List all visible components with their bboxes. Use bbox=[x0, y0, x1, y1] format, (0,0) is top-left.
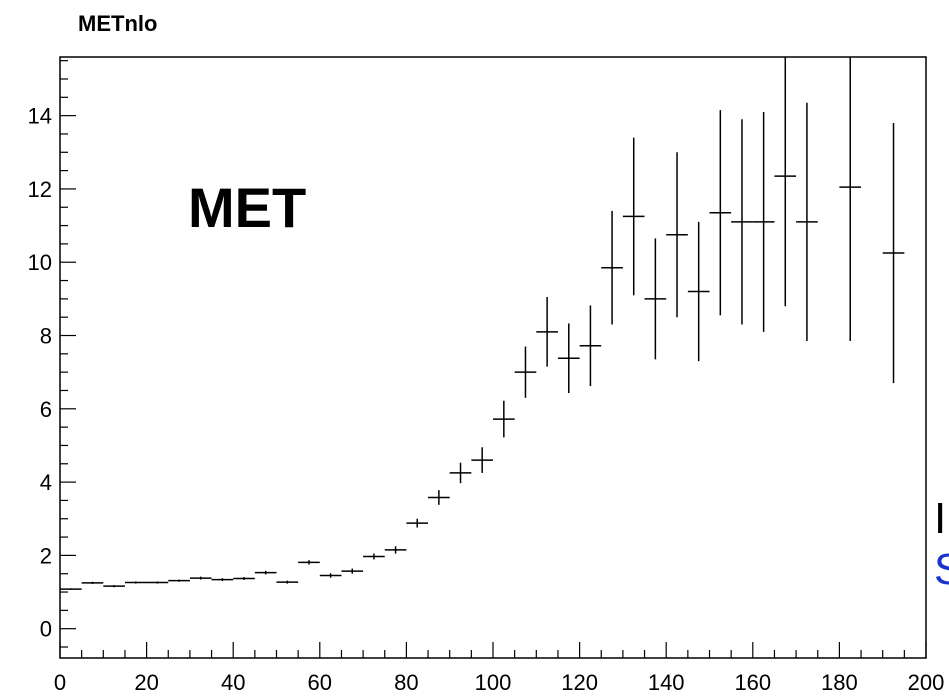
data-point bbox=[536, 297, 558, 367]
data-point bbox=[81, 581, 104, 584]
met-annotation: MET bbox=[188, 176, 306, 239]
y-tick-label: 2 bbox=[40, 543, 52, 568]
data-point bbox=[839, 57, 862, 342]
data-point bbox=[298, 560, 320, 565]
data-point bbox=[687, 221, 710, 362]
data-point bbox=[363, 553, 385, 560]
data-point bbox=[644, 238, 667, 360]
x-tick-label: 200 bbox=[908, 670, 945, 695]
data-point bbox=[103, 585, 125, 588]
data-point bbox=[471, 447, 493, 473]
data-point bbox=[254, 570, 277, 575]
y-tick-label: 10 bbox=[28, 250, 52, 275]
x-axis: 0 20 40 60 80 100 120 140 160 180 200 bbox=[54, 642, 944, 695]
y-tick-label: 8 bbox=[40, 324, 52, 349]
data-point bbox=[601, 210, 623, 325]
overflow-text-blue: S bbox=[934, 545, 949, 594]
data-point bbox=[709, 110, 732, 316]
data-point bbox=[514, 346, 537, 398]
data-point bbox=[622, 137, 645, 296]
y-axis: 0 2 4 6 8 10 12 14 bbox=[28, 60, 76, 648]
data-point bbox=[796, 102, 818, 342]
y-tick-label: 14 bbox=[28, 104, 52, 129]
x-tick-label: 0 bbox=[54, 670, 66, 695]
data-point bbox=[752, 111, 775, 332]
x-tick-label: 160 bbox=[734, 670, 771, 695]
data-point bbox=[233, 577, 255, 580]
y-tick-label: 12 bbox=[28, 177, 52, 202]
data-point bbox=[731, 119, 753, 325]
x-tick-label: 20 bbox=[134, 670, 158, 695]
x-tick-label: 80 bbox=[394, 670, 418, 695]
y-tick-label: 6 bbox=[40, 397, 52, 422]
x-tick-label: 120 bbox=[561, 670, 598, 695]
data-point bbox=[493, 400, 515, 438]
data-point bbox=[666, 152, 688, 318]
data-points bbox=[60, 57, 905, 590]
data-point bbox=[146, 581, 169, 584]
data-point bbox=[449, 462, 472, 484]
plot-frame bbox=[59, 56, 927, 659]
data-point bbox=[384, 546, 407, 554]
x-tick-label: 40 bbox=[221, 670, 245, 695]
x-tick-label: 100 bbox=[475, 670, 512, 695]
data-point bbox=[774, 57, 797, 307]
y-tick-label: 0 bbox=[40, 617, 52, 642]
y-tick-label: 4 bbox=[40, 470, 52, 495]
data-point bbox=[276, 580, 299, 584]
data-point bbox=[579, 305, 602, 387]
data-point bbox=[211, 578, 234, 582]
data-point bbox=[124, 581, 147, 584]
x-tick-label: 180 bbox=[821, 670, 858, 695]
data-point bbox=[341, 568, 364, 574]
data-point bbox=[319, 573, 342, 578]
overflow-text-black: I bbox=[934, 494, 946, 543]
data-point bbox=[60, 588, 82, 590]
chart-title: METnlo bbox=[78, 11, 157, 36]
data-point bbox=[168, 579, 190, 582]
data-point bbox=[428, 490, 450, 505]
x-tick-label: 140 bbox=[648, 670, 685, 695]
data-point bbox=[557, 323, 580, 394]
x-tick-label: 60 bbox=[308, 670, 332, 695]
data-point bbox=[406, 518, 429, 528]
data-point bbox=[882, 122, 905, 384]
data-point bbox=[189, 576, 212, 580]
